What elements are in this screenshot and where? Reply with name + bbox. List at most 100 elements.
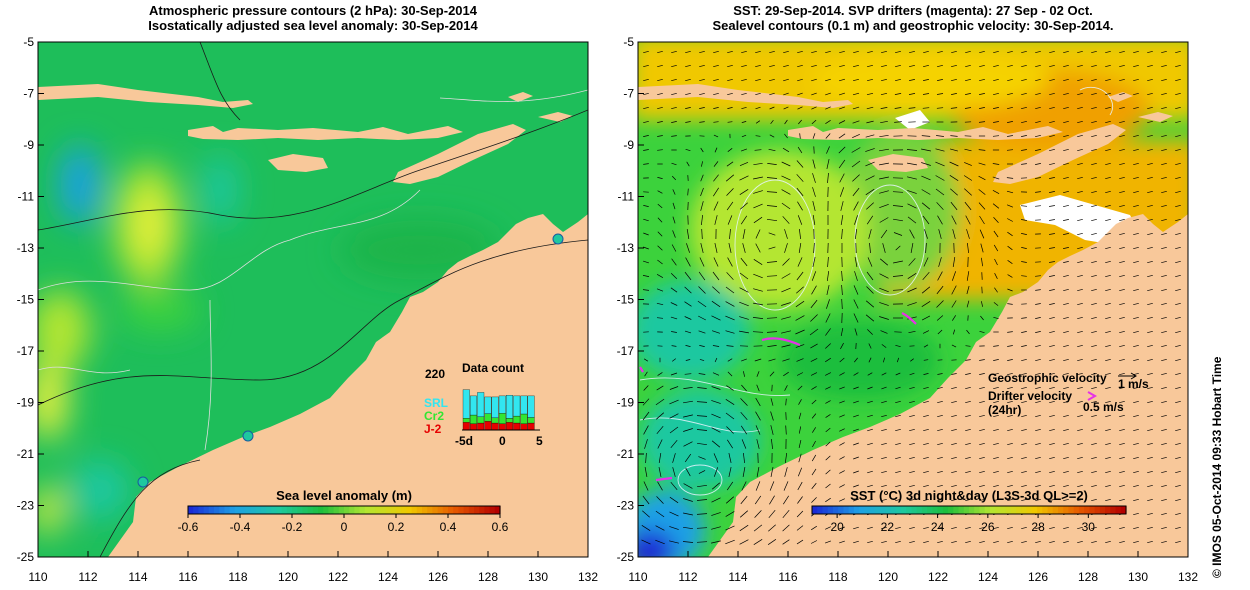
velocity-vector <box>1077 120 1083 124</box>
velocity-vector <box>684 271 692 281</box>
velocity-vector <box>1035 484 1041 488</box>
velocity-vector <box>1049 92 1055 96</box>
velocity-vector <box>1091 148 1097 152</box>
velocity-vector <box>643 149 649 151</box>
velocity-vector <box>657 64 663 68</box>
velocity-vector <box>643 64 649 68</box>
velocity-vector <box>1133 50 1139 54</box>
velocity-vector <box>1161 316 1167 320</box>
velocity-vector <box>1006 190 1014 194</box>
velocity-vector <box>979 540 985 544</box>
colorbar-swatch <box>932 506 939 514</box>
velocity-vector <box>853 470 859 474</box>
velocity-vector <box>1049 219 1055 221</box>
velocity-vector <box>1161 344 1167 348</box>
velocity-vector <box>711 540 721 544</box>
velocity-vector <box>895 372 901 376</box>
velocity-vector <box>1007 442 1013 446</box>
velocity-vector <box>993 400 999 404</box>
velocity-vector <box>728 467 732 477</box>
velocity-vector <box>684 286 692 294</box>
velocity-vector <box>923 456 929 460</box>
velocity-vector <box>642 411 650 421</box>
velocity-vector <box>1021 358 1027 362</box>
velocity-vector <box>1147 162 1153 166</box>
velocity-vector <box>993 316 999 320</box>
velocity-vector <box>909 442 915 446</box>
colorbar-tick-label: -0.4 <box>230 520 251 534</box>
left-xtick-label: 118 <box>228 570 247 584</box>
velocity-vector <box>937 526 943 530</box>
velocity-vector <box>769 64 775 68</box>
velocity-vector <box>784 452 788 464</box>
velocity-vector <box>868 357 872 363</box>
velocity-vector <box>839 470 845 474</box>
velocity-vector <box>908 93 916 95</box>
velocity-vector <box>670 302 678 306</box>
velocity-vector <box>1077 526 1083 530</box>
velocity-vector <box>798 399 802 405</box>
velocity-vector <box>1147 316 1153 320</box>
velocity-vector <box>979 359 985 361</box>
colorbar-swatch <box>1120 506 1127 514</box>
velocity-vector <box>907 216 917 224</box>
velocity-vector <box>1161 134 1167 138</box>
velocity-vector <box>825 106 831 110</box>
right-xtick-label: 112 <box>678 570 697 584</box>
velocity-vector <box>1035 540 1041 544</box>
velocity-vector <box>810 343 818 349</box>
velocity-vector <box>770 425 774 435</box>
velocity-vector <box>1119 316 1125 320</box>
right-ytick-label: -13 <box>617 241 635 255</box>
velocity-vector <box>1049 344 1055 348</box>
velocity-vector <box>1147 134 1153 138</box>
velocity-vector <box>1077 540 1083 544</box>
velocity-vector <box>923 373 929 375</box>
colorbar-swatch <box>984 506 991 514</box>
velocity-vector <box>1133 456 1139 460</box>
velocity-vector <box>727 257 733 267</box>
velocity-vector <box>1035 498 1041 502</box>
velocity-vector <box>796 271 804 281</box>
velocity-vector <box>1119 414 1125 418</box>
velocity-vector <box>993 121 999 123</box>
left-ytick-label: -13 <box>17 241 35 255</box>
velocity-vector <box>1161 246 1167 250</box>
drifter-tracks <box>639 312 917 482</box>
velocity-vector <box>1091 218 1097 222</box>
velocity-vector <box>756 467 760 477</box>
velocity-vector <box>699 50 705 54</box>
colorbar-swatch <box>848 506 855 514</box>
velocity-vector <box>1161 204 1167 208</box>
velocity-vector <box>840 342 844 350</box>
inset-bar-segment <box>527 417 535 424</box>
velocity-vector <box>1175 344 1181 348</box>
velocity-vector <box>781 161 791 167</box>
velocity-vector <box>781 330 791 334</box>
velocity-vector <box>882 243 886 253</box>
colorbar-swatch <box>1110 506 1117 514</box>
velocity-vector <box>657 177 663 179</box>
colorbar-swatch <box>224 506 231 514</box>
velocity-vector <box>909 484 915 488</box>
velocity-vector <box>725 539 735 545</box>
velocity-vector <box>1049 64 1055 68</box>
velocity-vector <box>811 399 817 405</box>
velocity-vector <box>893 218 903 222</box>
velocity-vector <box>768 232 776 236</box>
imos-credit: © IMOS 05-Oct-2014 09:33 Hobart Time <box>1210 356 1224 578</box>
velocity-vector <box>726 201 734 211</box>
right-xtick-label: 124 <box>978 570 998 584</box>
velocity-vector <box>1133 64 1139 68</box>
left-ytick-label: -9 <box>23 138 34 152</box>
velocity-vector <box>1147 274 1153 278</box>
velocity-vector <box>895 344 901 348</box>
left-xtick-label: 120 <box>278 570 298 584</box>
velocity-vector <box>937 498 943 502</box>
velocity-vector <box>881 64 887 68</box>
velocity-vector <box>797 467 803 477</box>
velocity-vector <box>685 92 691 96</box>
velocity-vector <box>993 386 999 390</box>
velocity-vector <box>797 201 803 211</box>
velocity-vector <box>1133 386 1139 390</box>
